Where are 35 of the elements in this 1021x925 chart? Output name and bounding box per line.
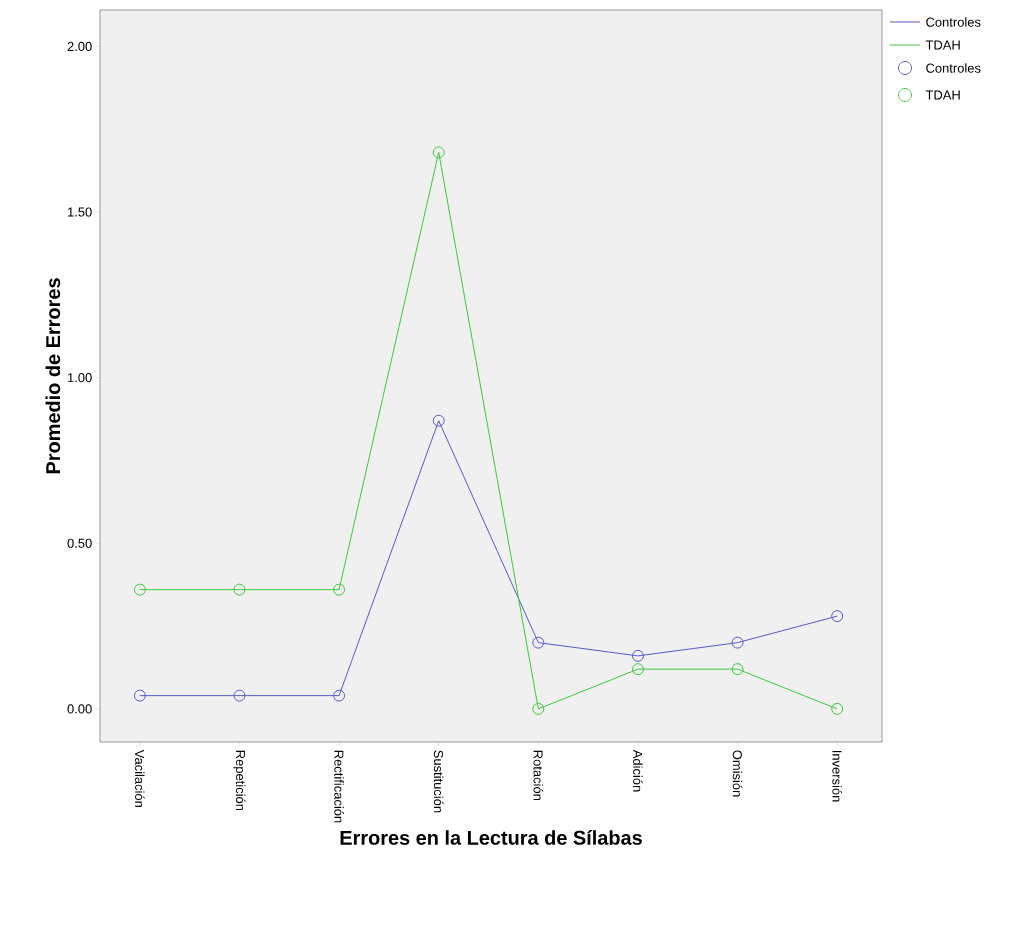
text: Controles	[926, 17, 981, 27]
legend-label: Controles	[926, 63, 981, 73]
y-tick-label: 0.00	[67, 704, 92, 714]
point	[532, 636, 545, 649]
point	[532, 702, 545, 715]
x-tick-label: Rectificación	[334, 750, 344, 823]
point	[133, 583, 146, 596]
x-tick-label: Adición	[633, 749, 643, 792]
point	[432, 414, 445, 427]
point	[333, 689, 346, 702]
x-tick-label: Rotación	[533, 750, 544, 801]
x-tick-label: Inversión	[832, 750, 842, 802]
point	[233, 689, 246, 702]
point	[133, 689, 146, 702]
y-tick-label: 0.50	[67, 538, 92, 548]
x-tick-label: Vacilación	[135, 749, 145, 807]
text: TDAH	[925, 40, 960, 50]
x-tick-label: Sustitución	[433, 750, 444, 813]
point	[631, 649, 644, 662]
x-tick-label: Repetición	[233, 750, 246, 811]
y-tick-label: 2.00	[67, 41, 92, 52]
legend-label: TDAH	[925, 90, 960, 100]
x-tick-label: Omisión	[732, 750, 743, 797]
y-axis-title: Promedio de Errores	[45, 278, 61, 474]
point	[731, 636, 744, 649]
y-tick-label: 1.50	[68, 207, 92, 217]
point	[333, 583, 346, 596]
point	[432, 146, 445, 159]
x-axis-title: Errores en la Lectura de Sílabas	[340, 830, 642, 845]
point	[631, 663, 644, 676]
point	[731, 663, 744, 676]
y-tick-label: 1.00	[68, 373, 92, 383]
point	[831, 610, 844, 623]
point	[233, 583, 246, 596]
point	[831, 702, 844, 715]
